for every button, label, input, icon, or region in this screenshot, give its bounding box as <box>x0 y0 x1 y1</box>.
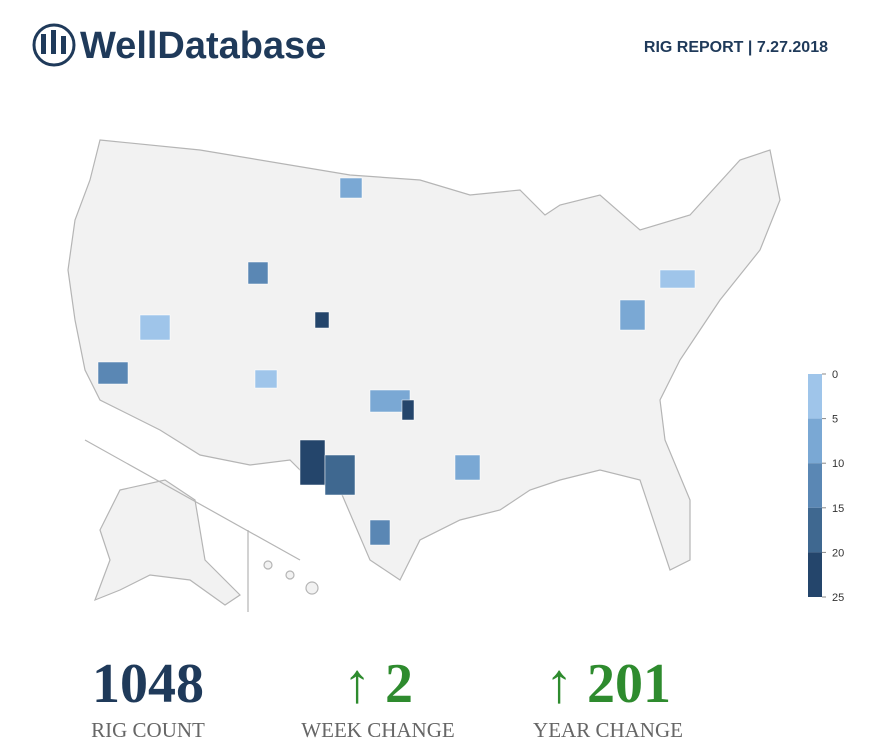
stat-label: RIG COUNT <box>91 718 205 742</box>
legend-tick-label: 5 <box>832 414 838 426</box>
logo-text: WellDatabase <box>80 25 326 67</box>
legend-tick-label: 25 <box>832 592 844 604</box>
logo-icon <box>32 23 76 67</box>
legend-band <box>808 463 822 508</box>
stat-value-row: ↑ 201 <box>493 652 723 716</box>
stat-value: 1048 <box>92 653 204 715</box>
stat-label: WEEK CHANGE <box>301 718 455 742</box>
stat: ↑ 2 WEEK CHANGE <box>263 652 493 743</box>
stat: ↑ 201 YEAR CHANGE <box>493 652 723 743</box>
legend-band <box>808 507 822 553</box>
legend-band <box>808 552 822 597</box>
stat: 1048 RIG COUNT <box>33 652 263 743</box>
legend-tick-label: 20 <box>832 547 844 559</box>
legend-tick-label: 0 <box>832 369 838 381</box>
stat-label: YEAR CHANGE <box>533 718 683 742</box>
map-view: WellDatabase RIG REPORT | 7.27.2018 0 5 10… <box>32 23 844 612</box>
legend-tick-label: 10 <box>832 458 844 470</box>
report-title: RIG REPORT | 7.27.2018 <box>644 39 828 56</box>
legend: 0 5 10 15 20 25 <box>808 369 844 604</box>
stat-arrow: ↑ <box>343 653 371 715</box>
legend-band <box>808 374 822 419</box>
legend-tick-label: 15 <box>832 503 844 515</box>
stat-value-row: ↑ 2 <box>263 652 493 716</box>
stat-value: 2 <box>385 653 413 715</box>
stat-arrow: ↑ <box>545 653 573 715</box>
legend-band <box>808 418 822 464</box>
stat-value-row: 1048 <box>33 652 263 716</box>
us-map <box>67 139 781 612</box>
stat-value: 201 <box>587 653 671 715</box>
rig-counties <box>97 177 696 546</box>
